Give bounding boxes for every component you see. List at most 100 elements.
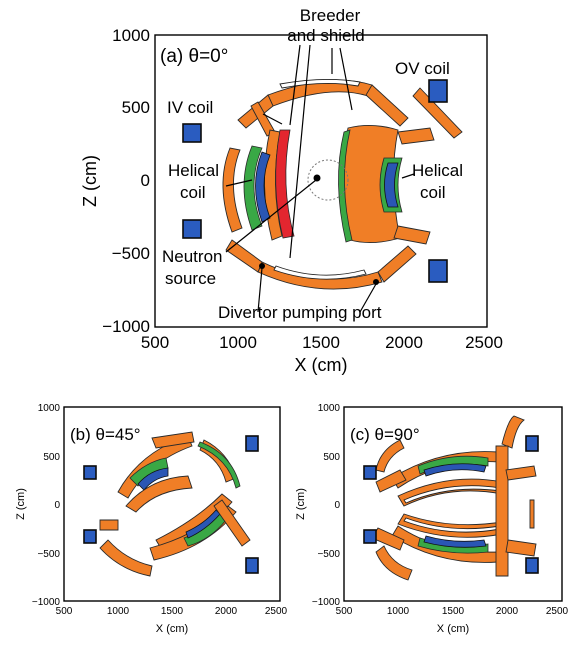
xtick: 2500 [465,333,503,352]
panel-c: (c) θ=90° 1000 500 0 −500 −1000 500 1000… [295,403,569,635]
blanket-top-right-arm [365,84,409,127]
panel-b: (b) θ=45° 1000 500 0 −500 −1000 500 1000… [15,403,288,635]
label-divertor: Divertor pumping port [218,303,382,322]
c-blanket-far-right [529,499,535,529]
ytick: −500 [317,549,340,560]
arrow-breeder-1 [289,44,301,126]
panel-a-xticks: 500 1000 1500 2000 2500 [141,333,503,352]
panel-b-xlabel: X (cm) [156,623,188,635]
xtick: 1000 [107,606,130,617]
label-iv-coil: IV coil [167,98,213,117]
arrow-helical-right [401,173,415,179]
panel-b-yticks: 1000 500 0 −500 −1000 [32,403,61,608]
ytick: 1000 [38,403,61,414]
blanket-right-arm-upper [397,127,435,145]
ov-coil-lower [428,259,448,283]
label-breeder: Breeder [300,6,361,25]
ytick: 1000 [318,403,341,414]
xtick: 1500 [161,606,184,617]
ytick: 500 [323,452,340,463]
c-blanket-right-arm-lower [505,539,537,557]
divertor-port-dot-left [259,263,265,269]
c-blanket-left-upper-arm [375,469,407,493]
xtick: 1500 [442,606,465,617]
ytick: 0 [141,171,150,190]
b-coil-ur [245,435,259,452]
b-coil-ul [83,465,97,480]
helical-coil-left-green [243,145,263,231]
label-helical-right-1: Helical [412,161,463,180]
c-blanket-right-upper [501,415,525,449]
c-coil-ur [525,435,539,452]
panel-c-ylabel: Z (cm) [295,488,307,520]
label-ov-coil: OV coil [395,59,450,78]
panel-b-xticks: 500 1000 1500 2000 2500 [56,606,288,617]
panel-b-ylabel: Z (cm) [15,488,27,520]
arrow-neutron [225,179,317,253]
xtick: 500 [141,333,169,352]
b-helical-upper-blue [137,467,169,491]
plasma-dotted-circle [307,159,349,201]
helical-coil-right-blue [384,162,399,208]
b-blanket-center-upper [125,475,193,513]
c-blanket-right-arm [505,465,537,481]
arrow-iv-coil [262,113,283,125]
ytick: 500 [122,98,150,117]
label-helical-left-1: Helical [168,161,219,180]
c-blanket-right-col [495,445,509,577]
arrow-divertor-right [359,283,377,313]
panel-c-xticks: 500 1000 1500 2000 2500 [336,606,569,617]
ytick: −500 [37,549,60,560]
neutron-source-dot [313,174,321,182]
ytick: −500 [112,244,150,263]
blanket-upper-right-stub [412,87,463,139]
blanket-outboard-green [338,129,353,243]
iv-coil-lower [182,219,202,239]
ytick: −1000 [312,597,341,608]
panel-c-title: (c) θ=90° [350,425,420,444]
panel-b-title: (b) θ=45° [70,425,141,444]
blanket-inboard-red [275,129,295,239]
xtick: 500 [56,606,73,617]
c-helical-lower-blue [423,535,487,548]
label-helical-left-2: coil [180,183,206,202]
b-blanket-lower-left [99,539,153,577]
panel-a-xlabel: X (cm) [295,355,348,375]
xtick: 2000 [385,333,423,352]
blanket-left-outer [222,147,243,233]
arrow-breeder-4 [339,47,353,111]
blanket-bottom-right-arm [377,245,417,283]
b-coil-lr [245,557,259,574]
iv-coil-upper [182,123,202,143]
arrow-divertor-left [257,267,263,313]
helical-coil-left-blue [255,151,271,223]
ytick: 500 [43,452,60,463]
blanket-left-stub [250,101,276,137]
b-coil-ll [83,529,97,544]
ytick: −1000 [32,597,61,608]
blanket-bottom-left-arm [225,239,263,273]
ytick: 1000 [112,26,150,45]
xtick: 500 [336,606,353,617]
panel-a-yticks: 1000 500 0 −500 −1000 [102,26,150,336]
blanket-right-arm-lower [393,225,431,245]
panel-c-xlabel: X (cm) [437,623,469,635]
arrow-helical-left [225,179,253,187]
panel-c-yticks: 1000 500 0 −500 −1000 [312,403,341,608]
label-helical-right-2: coil [420,183,446,202]
c-blanket-left-lower-col [375,545,413,581]
blanket-top-arc-white [279,78,361,89]
ytick: −1000 [102,317,150,336]
b-blanket-left-arm [99,519,119,531]
xtick: 1000 [387,606,410,617]
c-coil-ll [363,529,377,544]
divertor-port-dot-right [373,279,379,285]
xtick: 2500 [265,606,288,617]
b-green-upper [197,441,241,489]
c-blanket-left-col [375,439,405,473]
arrow-breeder-2 [289,44,311,259]
c-helical-upper-blue [423,463,487,477]
panel-a-ylabel: Z (cm) [80,155,100,207]
label-and-shield: and shield [287,26,365,45]
